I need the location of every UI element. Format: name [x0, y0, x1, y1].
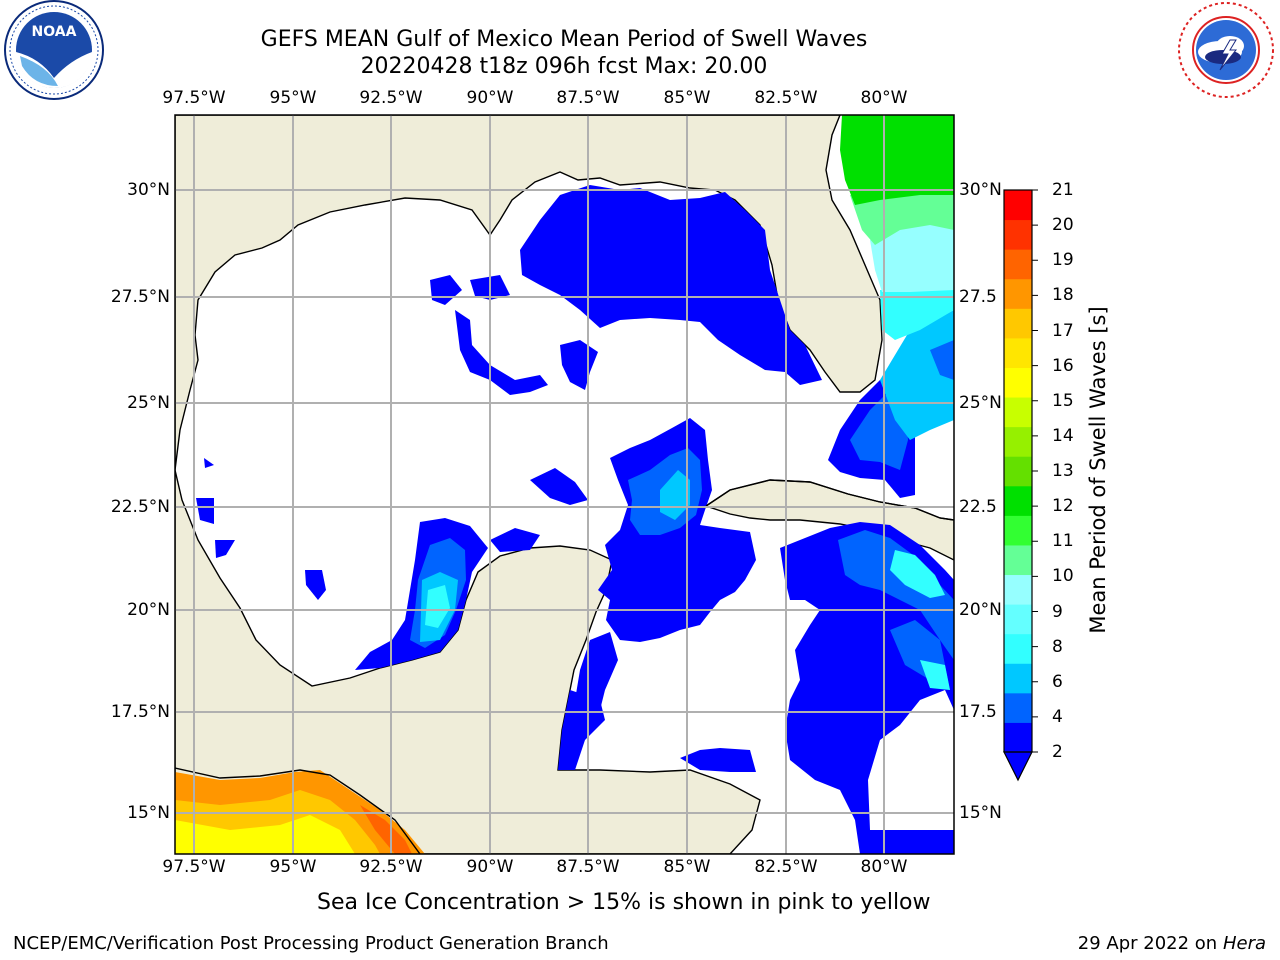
colorbar-tick-label: 12 — [1052, 496, 1074, 517]
footer-date-text: 29 Apr 2022 on — [1077, 933, 1223, 954]
colorbar-tick-label: 19 — [1052, 250, 1074, 271]
colorbar-swatch — [1004, 633, 1032, 664]
lon-label-top: 95°W — [269, 88, 317, 108]
lon-label-bottom: 92.5°W — [359, 857, 423, 877]
lon-label-bottom: 82.5°W — [754, 857, 818, 877]
colorbar-swatch — [1004, 397, 1032, 428]
lon-label-bottom: 85°W — [663, 857, 711, 877]
colorbar-swatch — [1004, 337, 1032, 368]
colorbar-tick-label: 2 — [1052, 742, 1063, 762]
colorbar-swatch — [1004, 663, 1032, 694]
lon-label-top: 82.5°W — [754, 88, 818, 108]
colorbar-tick-label: 8 — [1052, 636, 1063, 657]
colorbar-tick-label: 4 — [1052, 706, 1063, 727]
colorbar-swatch — [1004, 190, 1032, 221]
colorbar-tick-label: 16 — [1052, 355, 1074, 376]
colorbar-swatch — [1004, 485, 1032, 516]
colorbar-swatch — [1004, 308, 1032, 339]
noaa-logo: NOAA — [4, 0, 104, 100]
lon-label-bottom: 97.5°W — [162, 857, 226, 877]
colorbar-tick-label: 18 — [1052, 285, 1074, 306]
lat-label-right: 15°N — [959, 803, 1002, 823]
lat-label-left: 20°N — [127, 600, 170, 620]
lat-label-left: 25°N — [127, 393, 170, 413]
lat-label-left: 30°N — [127, 180, 170, 200]
colorbar-tick-label: 20 — [1052, 215, 1074, 236]
lat-label-left: 27.5°N — [110, 287, 170, 307]
colorbar-tick-label: 9 — [1052, 601, 1063, 622]
colorbar-tick-label: 15 — [1052, 390, 1074, 411]
colorbar-swatch — [1004, 692, 1032, 723]
noaa-logo-text: NOAA — [32, 24, 77, 40]
lon-label-bottom: 80°W — [860, 857, 908, 877]
lon-label-bottom: 90°W — [466, 857, 514, 877]
map-grid — [175, 115, 954, 854]
nws-logo — [1178, 2, 1274, 98]
colorbar-swatch — [1004, 456, 1032, 487]
colorbar — [1003, 189, 1038, 782]
footer-branch: NCEP/EMC/Verification Post Processing Pr… — [13, 933, 609, 954]
lon-label-top: 97.5°W — [162, 88, 226, 108]
sea-ice-caption-text: Sea Ice Concentration > 15% is shown in … — [317, 890, 931, 915]
colorbar-tick-label: 21 — [1052, 180, 1074, 200]
lon-label-top: 80°W — [860, 88, 908, 108]
land-us — [175, 115, 883, 471]
colorbar-swatch — [1004, 604, 1032, 635]
chart-title: GEFS MEAN Gulf of Mexico Mean Period of … — [260, 27, 868, 52]
lat-label-right: 27.5 — [959, 287, 997, 307]
lon-label-top: 92.5°W — [359, 88, 423, 108]
colorbar-swatch — [1004, 515, 1032, 546]
lon-label-top: 85°W — [663, 88, 711, 108]
colorbar-swatch — [1004, 367, 1032, 398]
lon-label-top: 87.5°W — [556, 88, 620, 108]
lon-label-bottom: 87.5°W — [556, 857, 620, 877]
lat-label-right: 20°N — [959, 600, 1002, 620]
lat-label-right: 30°N — [959, 180, 1002, 200]
lat-label-left: 15°N — [127, 803, 170, 823]
colorbar-tick-label: 6 — [1052, 671, 1063, 692]
colorbar-swatch — [1004, 722, 1032, 753]
colorbar-tick-label: 10 — [1052, 566, 1074, 587]
lon-label-bottom: 95°W — [269, 857, 317, 877]
swell-period-fill — [175, 115, 954, 854]
colorbar-tick-label: 14 — [1052, 425, 1074, 446]
chart-subtitle: 20220428 t18z 096h fcst Max: 20.00 — [360, 54, 768, 79]
lat-label-right: 22.5 — [959, 497, 997, 517]
colorbar-tick-label: 11 — [1052, 531, 1074, 552]
lat-label-left: 17.5°N — [110, 702, 170, 722]
lon-label-top: 90°W — [466, 88, 514, 108]
sea-ice-caption: Sea Ice Concentration > 15% is shown in … — [0, 890, 1280, 915]
colorbar-swatch — [1004, 249, 1032, 280]
land-mexico — [175, 469, 761, 854]
footer-date: 29 Apr 2022 on Hera — [1078, 933, 1266, 954]
map-frame — [174, 114, 955, 855]
colorbar-tick-label: 17 — [1052, 320, 1074, 341]
colorbar-swatch — [1004, 574, 1032, 605]
lat-label-right: 17.5 — [959, 702, 997, 722]
colorbar-tick-label: 13 — [1052, 461, 1074, 481]
lat-label-left: 22.5°N — [110, 497, 170, 517]
colorbar-swatch — [1004, 544, 1032, 576]
colorbar-extend-triangle — [1003, 751, 1033, 782]
colorbar-swatch — [1004, 426, 1032, 457]
footer-host: Hera — [1222, 933, 1266, 954]
colorbar-swatch — [1004, 278, 1032, 309]
colorbar-swatch — [1004, 219, 1032, 250]
lat-label-right: 25°N — [959, 393, 1002, 413]
colorbar-title: Mean Period of Swell Waves [s] — [1086, 306, 1110, 634]
